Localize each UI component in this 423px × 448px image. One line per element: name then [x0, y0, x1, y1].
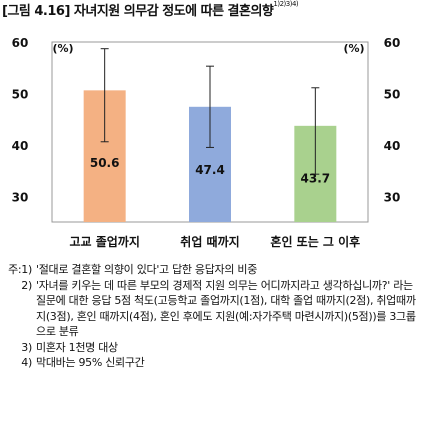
y-tick-label-right: 50 — [384, 87, 401, 101]
note-text: 미혼자 1천명 대상 — [36, 340, 118, 354]
y-tick-label-right: 30 — [384, 190, 401, 204]
y-tick-label-left: 50 — [12, 87, 29, 101]
note-1: 주:1) '절대로 결혼할 의향이 있다'고 답한 응답자의 비중 — [2, 262, 420, 278]
note-text: 막대바는 95% 신뢰구간 — [36, 356, 145, 369]
note-label: 2) — [21, 278, 32, 292]
note-4: 4) 막대바는 95% 신뢰구간 — [2, 355, 420, 371]
data-label: 50.6 — [90, 156, 120, 170]
note-text: '절대로 결혼할 의향이 있다'고 답한 응답자의 비중 — [36, 263, 258, 276]
y-unit-label-left: (%) — [52, 42, 73, 55]
note-label: 4) — [21, 356, 32, 369]
data-label: 47.4 — [195, 163, 225, 177]
plot-area: 30 30 40 40 50 50 60 60 (%) (%) 50.6 고교 졸업까지 47.4 취업 … — [12, 36, 401, 249]
y-tick-label-right: 60 — [384, 36, 401, 50]
y-tick-label-left: 60 — [12, 36, 29, 50]
figure-title: [그림 4.16] 자녀지원 의무감 정도에 따른 결혼의향1)2)3)4) — [2, 0, 299, 19]
notes-section: 주:1) '절대로 결혼할 의향이 있다'고 답한 응답자의 비중 2) '자녀… — [2, 262, 420, 371]
note-text: '자녀를 키우는 데 따른 부모의 경제적 지원 의무는 어디까지라고 생각하십… — [36, 278, 416, 339]
note-2: 2) '자녀를 키우는 데 따른 부모의 경제적 지원 의무는 어디까지라고 생… — [2, 278, 420, 340]
figure-title-superscript: 1)2)3)4) — [273, 0, 299, 8]
figure-title-text: [그림 4.16] 자녀지원 의무감 정도에 따른 결혼의향 — [2, 4, 274, 19]
note-label: 주:1) — [8, 263, 32, 276]
y-unit-label-right: (%) — [343, 42, 364, 55]
y-tick-label-left: 30 — [12, 190, 29, 204]
x-category-label: 혼인 또는 그 이후 — [270, 234, 360, 249]
x-category-label: 취업 때까지 — [180, 234, 239, 249]
y-tick-label-right: 40 — [384, 139, 401, 153]
note-label: 3) — [21, 340, 32, 354]
data-label: 43.7 — [301, 172, 331, 186]
x-category-label: 고교 졸업까지 — [69, 234, 139, 249]
bar-chart: 30 30 40 40 50 50 60 60 (%) (%) 50.6 고교 졸업까지 47.4 취업 … — [12, 36, 401, 249]
y-tick-label-left: 40 — [12, 139, 29, 153]
note-3: 3) 미혼자 1천명 대상 — [2, 340, 420, 356]
